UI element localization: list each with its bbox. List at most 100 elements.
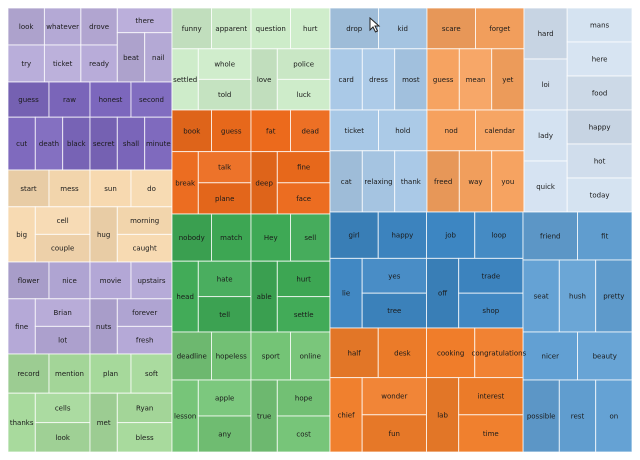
treemap-cell[interactable]: kid: [378, 7, 428, 50]
treemap-cell[interactable]: couple: [34, 233, 91, 263]
treemap-cell[interactable]: nicer: [522, 331, 578, 381]
treemap-cell[interactable]: yet: [491, 48, 525, 111]
treemap-cell-rect[interactable]: [197, 260, 252, 298]
treemap-cell[interactable]: question: [250, 7, 291, 50]
treemap-cell-rect[interactable]: [211, 109, 252, 153]
treemap-cell-rect[interactable]: [474, 211, 524, 259]
treemap-cell[interactable]: forget: [475, 7, 525, 50]
treemap-cell-rect[interactable]: [197, 296, 252, 333]
treemap-cell[interactable]: mention: [48, 353, 91, 394]
treemap-cell[interactable]: minute: [144, 116, 173, 171]
treemap-cell-rect[interactable]: [7, 81, 50, 118]
treemap-cell[interactable]: chief: [329, 377, 363, 453]
treemap-cell-rect[interactable]: [171, 48, 199, 111]
treemap-cell-rect[interactable]: [89, 116, 118, 171]
treemap-cell[interactable]: start: [7, 169, 50, 208]
treemap-cell-rect[interactable]: [89, 169, 132, 208]
treemap-cell-rect[interactable]: [116, 422, 173, 453]
treemap-cell[interactable]: record: [7, 353, 50, 394]
treemap-cell[interactable]: time: [458, 414, 524, 453]
treemap-cell-rect[interactable]: [7, 7, 45, 46]
treemap-cell-rect[interactable]: [250, 48, 278, 111]
treemap-cell[interactable]: book: [171, 109, 212, 153]
treemap-cell[interactable]: ready: [80, 44, 118, 83]
treemap-cell[interactable]: loop: [474, 211, 524, 259]
treemap-cell[interactable]: ticket: [329, 109, 379, 152]
treemap-cell-rect[interactable]: [276, 151, 331, 184]
treemap-cell[interactable]: cost: [276, 415, 331, 453]
treemap-cell[interactable]: plan: [89, 353, 132, 394]
treemap-cell-rect[interactable]: [329, 150, 363, 213]
treemap-cell[interactable]: here: [566, 41, 633, 77]
treemap-cell[interactable]: hopeless: [211, 331, 252, 381]
treemap-cell[interactable]: shall: [116, 116, 146, 171]
treemap-cell[interactable]: movie: [89, 261, 132, 300]
treemap-cell[interactable]: Brian: [34, 298, 91, 327]
treemap-cell-rect[interactable]: [116, 116, 146, 171]
treemap-cell-rect[interactable]: [130, 169, 173, 208]
treemap-cell[interactable]: half: [329, 327, 379, 379]
treemap-cell-rect[interactable]: [89, 392, 118, 453]
treemap-cell[interactable]: face: [276, 182, 331, 215]
treemap-cell[interactable]: settle: [276, 296, 331, 333]
treemap-cell[interactable]: sport: [250, 331, 291, 381]
treemap-cell[interactable]: nobody: [171, 213, 212, 262]
treemap-cell-rect[interactable]: [566, 7, 633, 43]
treemap-cell-rect[interactable]: [171, 379, 199, 453]
treemap-cell-rect[interactable]: [523, 58, 568, 111]
treemap-cell[interactable]: fine: [276, 151, 331, 184]
treemap-cell[interactable]: thanks: [7, 392, 36, 453]
treemap-cell-rect[interactable]: [89, 298, 118, 355]
treemap-cell[interactable]: second: [130, 81, 173, 118]
treemap-cell-rect[interactable]: [276, 182, 331, 215]
treemap-cell[interactable]: loi: [523, 58, 568, 111]
treemap-cell-rect[interactable]: [329, 109, 379, 152]
treemap-cell[interactable]: tree: [361, 292, 428, 329]
treemap-cell[interactable]: raw: [48, 81, 91, 118]
treemap-cell[interactable]: happy: [566, 109, 633, 145]
treemap-cell[interactable]: love: [250, 48, 278, 111]
treemap-cell[interactable]: mean: [458, 48, 493, 111]
treemap-cell-rect[interactable]: [62, 116, 91, 171]
treemap-cell[interactable]: freed: [426, 150, 460, 213]
treemap-cell[interactable]: settled: [171, 48, 199, 111]
treemap-cell-rect[interactable]: [361, 257, 428, 294]
treemap-cell[interactable]: lie: [329, 257, 363, 329]
treemap-cell[interactable]: break: [171, 151, 199, 215]
treemap-cell[interactable]: happy: [377, 211, 427, 259]
treemap-cell[interactable]: cell: [34, 206, 91, 235]
treemap-cell[interactable]: nail: [144, 32, 173, 83]
treemap-cell[interactable]: told: [197, 78, 252, 111]
treemap-cell[interactable]: online: [290, 331, 331, 381]
treemap-cell[interactable]: fresh: [116, 325, 173, 355]
treemap-cell[interactable]: hate: [197, 260, 252, 298]
treemap-cell-rect[interactable]: [329, 327, 379, 379]
treemap-cell[interactable]: guess: [7, 81, 50, 118]
treemap-cell-rect[interactable]: [211, 213, 252, 262]
treemap-cell-rect[interactable]: [566, 109, 633, 145]
treemap-cell[interactable]: nice: [48, 261, 91, 300]
treemap-cell[interactable]: way: [458, 150, 493, 213]
treemap-cell-rect[interactable]: [48, 169, 91, 208]
treemap-cell-rect[interactable]: [7, 116, 36, 171]
treemap-cell[interactable]: lab: [426, 377, 460, 453]
treemap-cell[interactable]: black: [62, 116, 91, 171]
treemap-cell-rect[interactable]: [329, 211, 379, 259]
treemap-cell-rect[interactable]: [426, 327, 476, 379]
treemap-cell[interactable]: desk: [377, 327, 427, 379]
treemap-cell[interactable]: try: [7, 44, 45, 83]
treemap-cell[interactable]: bless: [116, 422, 173, 453]
treemap-cell[interactable]: friend: [522, 211, 578, 261]
treemap-cell[interactable]: cooking: [426, 327, 476, 379]
treemap-cell[interactable]: relaxing: [361, 150, 396, 213]
treemap-cell[interactable]: fun: [361, 414, 428, 453]
treemap-cell-rect[interactable]: [458, 414, 524, 453]
treemap-cell[interactable]: Ryan: [116, 392, 173, 424]
treemap-cell[interactable]: seat: [522, 259, 560, 333]
treemap-cell-rect[interactable]: [34, 392, 91, 424]
treemap-cell-rect[interactable]: [144, 32, 173, 83]
treemap-cell[interactable]: cut: [7, 116, 36, 171]
treemap-cell[interactable]: thank: [394, 150, 428, 213]
treemap-cell[interactable]: drop: [329, 7, 379, 50]
treemap-cell[interactable]: congratulations: [472, 327, 527, 379]
